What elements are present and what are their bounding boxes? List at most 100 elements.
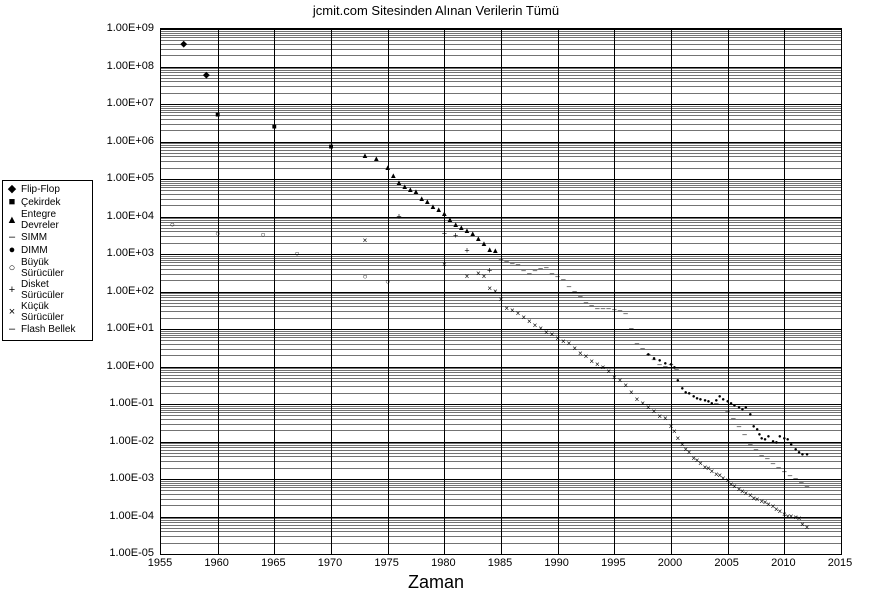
y-tick-label: 1.00E-02 [99,435,154,447]
y-tick-label: 1.00E+02 [99,285,154,297]
data-point: ● [687,391,691,397]
data-point: ● [733,403,737,409]
x-gridline [614,29,615,554]
data-point: × [629,389,634,397]
legend-item: –Flash Bellek [5,324,90,336]
legend-label: Disket Sürücüler [21,280,79,301]
data-point: ▲ [361,152,369,160]
y-tick-label: 1.00E+00 [99,360,154,372]
legend-item: ●DIMM [5,245,90,257]
legend-label: Küçük Sürücüler [21,302,79,323]
data-point: × [606,368,611,376]
data-point: × [652,408,657,416]
data-point: × [578,350,583,358]
legend-label: SIMM [21,233,47,244]
data-point: ■ [215,111,220,119]
data-point: ◆ [203,70,210,79]
data-point: – [572,288,576,296]
data-point: ● [749,412,753,418]
legend-marker-icon: ◆ [5,184,19,196]
data-point: – [578,293,582,301]
data-point: ● [699,397,703,403]
data-point: × [589,358,594,366]
data-point: – [589,302,593,310]
x-tick-label: 1990 [544,557,568,569]
legend-item: ◆Flip-Flop [5,184,90,196]
legend-label: Entegre Devreler [21,210,79,231]
data-point: × [533,322,538,330]
data-point: + [453,232,458,241]
data-point: ● [789,442,793,448]
x-tick-label: 1965 [261,557,285,569]
data-point: × [612,374,617,382]
data-point: – [612,306,616,314]
data-point: – [640,345,644,353]
data-point: – [754,446,758,454]
data-point: ■ [272,123,277,131]
data-point: × [363,237,368,245]
data-point: – [538,265,542,273]
x-gridline [388,29,389,554]
legend-marker-icon: – [5,324,19,336]
y-tick-label: 1.00E+05 [99,172,154,184]
x-gridline [331,29,332,554]
data-point: × [572,345,577,353]
data-point: × [623,382,628,390]
data-point: – [510,260,514,268]
data-point: × [482,273,487,281]
legend-marker-icon: ○ [5,263,19,275]
data-point: – [527,270,531,278]
data-point: ○ [295,250,300,258]
legend-marker-icon: ● [5,245,19,257]
data-point: ● [744,405,748,411]
data-point: ● [647,352,651,358]
data-point: ● [652,356,656,362]
data-point: + [487,267,492,276]
data-point: – [725,408,729,416]
data-point: – [799,479,803,487]
data-point: × [476,270,481,278]
y-tick-label: 1.00E+07 [99,97,154,109]
x-tick-label: 2010 [771,557,795,569]
x-tick-label: 1970 [318,557,342,569]
legend-label: Flash Bellek [21,325,75,336]
legend-item: ○Büyük Sürücüler [5,258,90,279]
data-point: – [521,267,525,275]
legend-item: ■Çekirdek [5,197,90,209]
data-point: – [533,267,537,275]
data-point: – [516,261,520,269]
data-point: × [561,338,566,346]
legend-marker-icon: ■ [5,197,19,209]
data-point: ● [778,434,782,440]
data-point: × [657,413,662,421]
y-tick-label: 1.00E+04 [99,210,154,222]
data-point: – [555,273,559,281]
legend-item: ▲Entegre Devreler [5,210,90,231]
data-point: ■ [329,143,334,151]
data-point: – [606,305,610,313]
legend-marker-icon: – [5,232,19,244]
x-axis-label: Zaman [0,572,872,593]
data-point: ○ [261,231,266,239]
legend-marker-icon: × [5,307,19,319]
legend-marker-icon: ▲ [5,215,19,227]
data-point: × [601,364,606,372]
data-point: × [499,296,504,304]
data-point: – [584,299,588,307]
x-tick-label: 1960 [204,557,228,569]
data-point: ● [664,361,668,367]
y-gridline [161,554,841,555]
data-point: × [618,377,623,385]
data-point: ● [658,358,662,364]
y-tick-label: 1.00E+01 [99,322,154,334]
data-point: – [805,483,809,491]
data-point: – [793,475,797,483]
chart-title: jcmit.com Sitesinden Alınan Verilerin Tü… [0,3,872,18]
x-tick-label: 2005 [714,557,738,569]
legend-label: Büyük Sürücüler [21,258,79,279]
y-tick-label: 1.00E-05 [99,547,154,559]
data-point: × [555,335,560,343]
data-point: – [771,460,775,468]
data-point: – [759,452,763,460]
data-point: ● [673,365,677,371]
